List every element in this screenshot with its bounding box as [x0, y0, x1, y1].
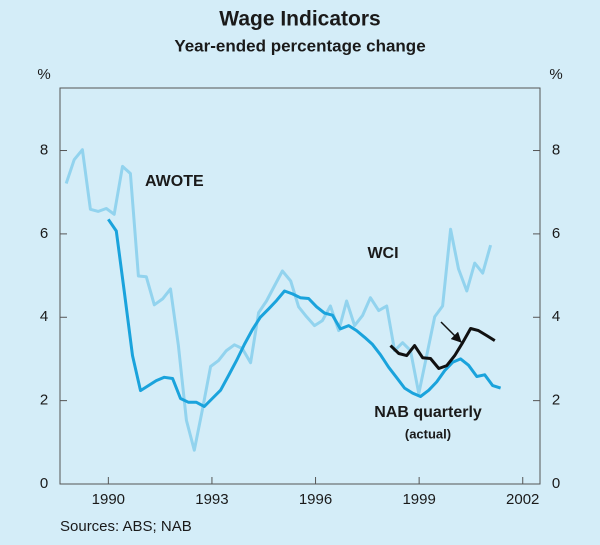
- y-tick-label: 0: [40, 475, 48, 492]
- series-line: [64, 148, 493, 452]
- series-line: [389, 327, 496, 370]
- series-line: [107, 218, 502, 408]
- y2-tick-label: 6: [552, 225, 560, 242]
- annotation: AWOTE: [145, 173, 204, 190]
- plot-frame: [59, 87, 541, 485]
- x-tick-label: 1990: [92, 491, 125, 508]
- y2-tick-label: 4: [552, 308, 560, 325]
- y2-tick-label: 8: [552, 141, 560, 158]
- x-tick-label: 1999: [402, 491, 435, 508]
- chart-title: Wage Indicators: [219, 8, 380, 31]
- chart-subtitle: Year-ended percentage change: [174, 36, 425, 55]
- y-tick-label: 2: [40, 392, 48, 409]
- y2-unit: %: [549, 66, 562, 83]
- annotation: WCI: [367, 245, 398, 262]
- x-tick-label: 1993: [195, 491, 228, 508]
- y-tick-label: 8: [40, 141, 48, 158]
- wci-arrow: [440, 321, 462, 343]
- y-tick-label: 6: [40, 225, 48, 242]
- annotation: (actual): [405, 426, 451, 441]
- x-tick-label: 1996: [299, 491, 332, 508]
- y-tick-label: 4: [40, 308, 48, 325]
- y2-tick-label: 2: [552, 392, 560, 409]
- y-unit: %: [37, 66, 50, 83]
- y2-tick-label: 0: [552, 475, 560, 492]
- annotation: NAB quarterly: [374, 404, 482, 421]
- x-tick-label: 2002: [506, 491, 539, 508]
- source: Sources: ABS; NAB: [60, 518, 192, 535]
